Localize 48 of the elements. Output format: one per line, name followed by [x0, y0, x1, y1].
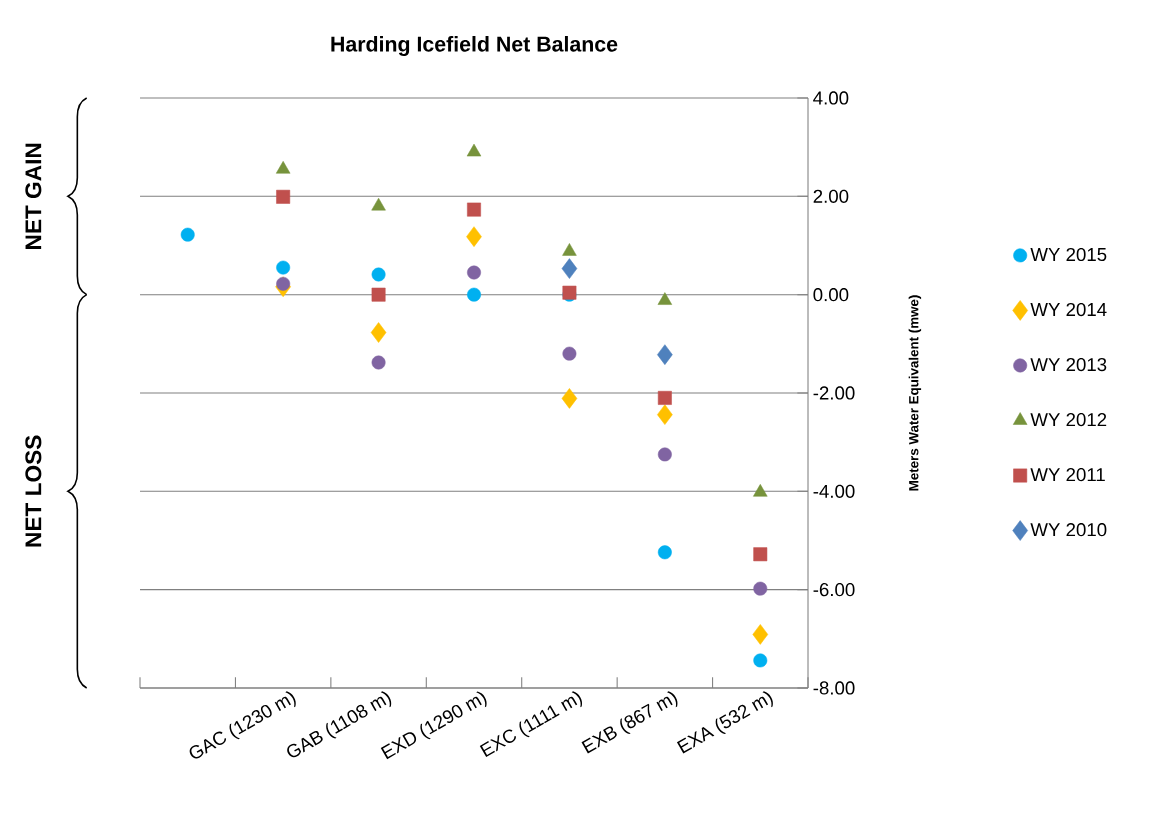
point [753, 547, 768, 562]
point [276, 260, 291, 275]
legend-label: WY 2010 [1030, 523, 1107, 537]
point [275, 161, 291, 174]
y-tick-label: -8.00 [813, 681, 855, 695]
point [657, 447, 672, 462]
y-axis-title: Meters Water Equivalent (mwe) [908, 295, 922, 491]
legend-label: WY 2014 [1030, 302, 1107, 317]
point [467, 265, 481, 280]
point [276, 189, 291, 204]
point [657, 404, 673, 425]
point [752, 624, 769, 645]
point [753, 653, 768, 668]
y-tick-label: 4.00 [813, 91, 849, 105]
legend-label: WY 2013 [1030, 357, 1107, 372]
point [467, 287, 481, 302]
text: NET LOSS [25, 435, 42, 547]
text: NET GAIN [25, 143, 42, 249]
point [466, 226, 482, 247]
point [370, 322, 387, 343]
point [276, 276, 291, 291]
point [657, 545, 672, 560]
point [467, 202, 481, 217]
point [562, 346, 577, 361]
point [371, 197, 386, 211]
point [371, 355, 386, 370]
y-tick-label: 2.00 [813, 189, 849, 203]
point [657, 292, 673, 305]
legend-label: WY 2012 [1030, 412, 1107, 427]
point [371, 267, 386, 282]
point [562, 243, 577, 256]
point [466, 143, 482, 157]
point [753, 581, 768, 596]
y-tick-label: -2.00 [813, 386, 855, 400]
y-tick-label: -6.00 [813, 583, 855, 597]
point [753, 484, 768, 497]
point [657, 344, 673, 365]
y-tick-label: -4.00 [813, 484, 855, 498]
point [657, 390, 672, 405]
point [180, 227, 195, 242]
point [561, 388, 578, 409]
point [371, 287, 386, 302]
x-tick-label: EXB (867 m) [581, 691, 678, 754]
chart-title: Harding Icefield Net Balance [331, 35, 618, 56]
point [561, 258, 578, 279]
legend-label: WY 2015 [1030, 247, 1107, 262]
y-tick-label: 0.00 [813, 288, 849, 302]
legend-label: WY 2011 [1030, 468, 1105, 482]
